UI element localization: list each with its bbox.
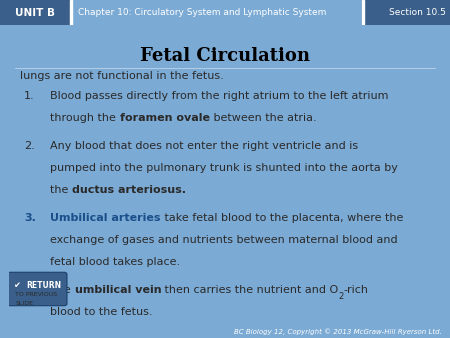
Text: umbilical vein: umbilical vein xyxy=(75,285,161,295)
Text: Fetal Circulation: Fetal Circulation xyxy=(140,47,310,65)
Text: 4.: 4. xyxy=(24,285,35,295)
Text: take fetal blood to the placenta, where the: take fetal blood to the placenta, where … xyxy=(161,213,403,223)
Text: UNIT B: UNIT B xyxy=(15,8,55,18)
Text: through the: through the xyxy=(50,113,120,123)
Text: lungs are not functional in the fetus.: lungs are not functional in the fetus. xyxy=(20,71,224,81)
Text: RETURN: RETURN xyxy=(27,281,62,290)
Text: then carries the nutrient and O: then carries the nutrient and O xyxy=(161,285,338,295)
Text: exchange of gases and nutrients between maternal blood and: exchange of gases and nutrients between … xyxy=(50,235,398,245)
Text: BC Biology 12, Copyright © 2013 McGraw-Hill Ryerson Ltd.: BC Biology 12, Copyright © 2013 McGraw-H… xyxy=(234,329,442,335)
Text: Any blood that does not enter the right ventricle and is: Any blood that does not enter the right … xyxy=(50,141,359,151)
FancyBboxPatch shape xyxy=(7,272,67,306)
Bar xyxy=(362,0,364,25)
Text: between the atria.: between the atria. xyxy=(210,113,316,123)
Text: pumped into the pulmonary trunk is shunted into the aorta by: pumped into the pulmonary trunk is shunt… xyxy=(50,163,398,173)
Text: 3.: 3. xyxy=(24,213,36,223)
Text: foramen ovale: foramen ovale xyxy=(120,113,210,123)
Text: 2: 2 xyxy=(338,292,344,301)
Text: fetal blood takes place.: fetal blood takes place. xyxy=(50,257,180,267)
Text: 1.: 1. xyxy=(24,91,35,101)
Text: SLIDE: SLIDE xyxy=(15,301,33,306)
Bar xyxy=(362,0,450,25)
Bar xyxy=(70,0,72,25)
Text: TO PREVIOUS: TO PREVIOUS xyxy=(15,292,58,297)
Text: The: The xyxy=(50,285,75,295)
Text: 2.: 2. xyxy=(24,141,35,151)
Text: ductus arteriosus.: ductus arteriosus. xyxy=(72,185,186,195)
Text: blood to the fetus.: blood to the fetus. xyxy=(50,307,153,317)
Text: Blood passes directly from the right atrium to the left atrium: Blood passes directly from the right atr… xyxy=(50,91,389,101)
Bar xyxy=(0,0,70,25)
Text: Umbilical arteries: Umbilical arteries xyxy=(50,213,161,223)
Text: Chapter 10: Circulatory System and Lymphatic System: Chapter 10: Circulatory System and Lymph… xyxy=(78,8,326,17)
Text: Section 10.5: Section 10.5 xyxy=(389,8,446,17)
Text: ✔: ✔ xyxy=(13,281,20,290)
Text: -rich: -rich xyxy=(344,285,369,295)
Text: the: the xyxy=(50,185,72,195)
